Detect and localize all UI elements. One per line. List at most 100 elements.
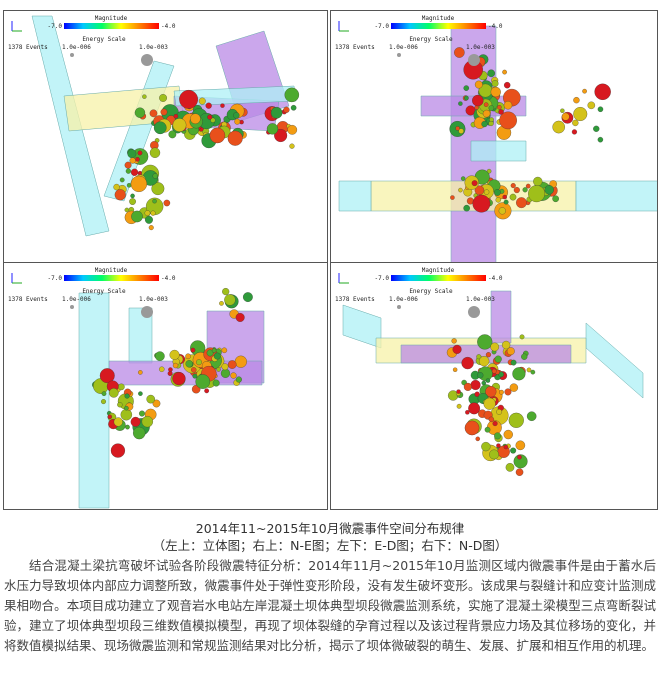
event-bubble (195, 374, 211, 389)
structure (585, 322, 644, 399)
event-bubble (222, 288, 230, 296)
event-bubble (479, 356, 490, 367)
event-bubble (455, 126, 460, 131)
event-bubble (488, 416, 495, 423)
event-bubble (512, 367, 526, 381)
event-bubble (287, 124, 298, 135)
event-bubble (510, 183, 516, 189)
event-bubble (213, 352, 221, 360)
event-bubble (150, 210, 156, 216)
event-bubble (474, 80, 483, 89)
event-bubble (211, 348, 217, 353)
event-bubble (127, 149, 137, 159)
colorbar-title: Magnitude (422, 15, 455, 22)
colorbar (391, 275, 486, 281)
event-bubble (151, 182, 165, 196)
event-bubble (159, 366, 165, 372)
colorbar-max: -4.0 (161, 275, 176, 282)
colorbar-max: -4.0 (488, 23, 503, 30)
event-bubble (481, 120, 488, 128)
event-bubble (496, 409, 503, 415)
event-bubble (502, 194, 507, 200)
event-bubble (597, 106, 604, 112)
energy-large (141, 306, 153, 318)
event-bubble (483, 397, 496, 410)
event-bubble (463, 382, 472, 391)
event-bubble (552, 120, 565, 134)
event-bubble (490, 86, 501, 98)
event-bubble (220, 103, 225, 108)
event-bubble (124, 393, 130, 399)
event-bubble (463, 204, 470, 212)
event-bubble (152, 399, 161, 408)
event-bubble (468, 402, 481, 415)
event-bubble (221, 363, 229, 371)
event-bubble (481, 441, 491, 452)
event-count: 1378 Events (335, 296, 375, 303)
event-bubble (234, 118, 241, 125)
panel-ed: Magnitude -7.0 -4.0 Energy Scale 1.0e-006 1.0… (3, 262, 328, 510)
paragraph: 结合混凝土梁抗弯破坏试验各阶段微震特征分析：2014年11月~2015年10月监… (4, 558, 656, 653)
energy-max: 1.0e-003 (466, 296, 495, 303)
energy-small (70, 53, 74, 57)
event-bubble (212, 379, 220, 387)
event-bubble (234, 355, 247, 368)
energy-title: Energy Scale (409, 288, 453, 295)
event-bubble (137, 150, 143, 156)
event-bubble (125, 424, 130, 430)
event-bubble (513, 186, 520, 194)
event-bubble (124, 405, 129, 411)
event-bubble (489, 117, 494, 122)
event-bubble (209, 127, 226, 144)
event-bubble (483, 189, 490, 195)
event-bubble (464, 175, 479, 190)
event-bubble (131, 210, 143, 223)
event-bubble (452, 344, 462, 354)
event-bubble (485, 386, 497, 398)
energy-min: 1.0e-006 (62, 296, 91, 303)
event-bubble (485, 352, 492, 358)
event-bubble (169, 349, 180, 360)
event-bubble (526, 411, 537, 421)
event-bubble (283, 106, 290, 113)
event-bubble (465, 410, 470, 415)
event-bubble (227, 360, 237, 369)
event-bubble (587, 101, 596, 110)
colorbar (64, 275, 159, 281)
event-bubble (504, 388, 512, 396)
event-bubble (582, 88, 587, 94)
event-bubble (515, 440, 526, 451)
structure (490, 290, 512, 344)
event-bubble (192, 373, 198, 379)
event-bubble (179, 89, 198, 109)
energy-min: 1.0e-006 (389, 296, 418, 303)
event-bubble (571, 129, 578, 135)
event-bubble (463, 85, 470, 91)
event-bubble (138, 391, 143, 396)
event-bubble (168, 367, 173, 372)
panel-3d: Magnitude -7.0 -4.0 Energy Scale 1.0e-006 1.0… (3, 10, 328, 263)
event-bubble (503, 81, 511, 89)
event-bubble (172, 362, 179, 369)
energy-title: Energy Scale (82, 288, 126, 295)
event-bubble (499, 389, 504, 395)
event-bubble (159, 94, 167, 102)
event-bubble (243, 292, 253, 302)
event-bubble (503, 199, 509, 205)
structure (78, 292, 110, 509)
event-bubble (488, 105, 495, 111)
event-bubble (471, 180, 478, 187)
event-bubble (513, 454, 528, 469)
event-bubble (110, 443, 126, 458)
event-bubble (552, 195, 559, 203)
event-bubble (167, 371, 173, 376)
event-bubble (477, 372, 484, 379)
energy-max: 1.0e-003 (139, 44, 168, 51)
event-bubble (544, 185, 554, 195)
event-bubble (572, 119, 579, 127)
event-bubble (168, 130, 177, 139)
event-bubble (107, 414, 113, 420)
event-bubble (521, 353, 528, 360)
event-bubble (525, 183, 531, 189)
